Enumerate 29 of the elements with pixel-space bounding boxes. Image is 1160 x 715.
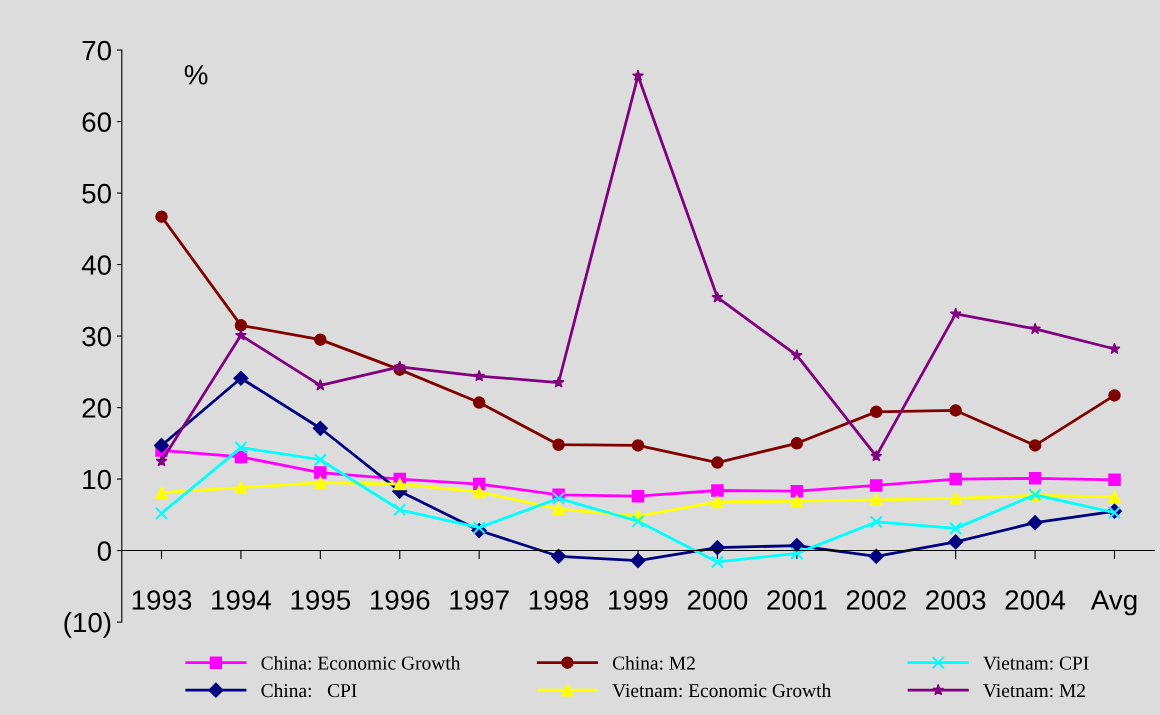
x-tick-label: 1996: [370, 590, 430, 610]
legend-label: China: CPI: [261, 683, 357, 698]
x-tick-label: 1994: [212, 590, 272, 610]
x-tick-label: Avg: [1090, 590, 1137, 616]
y-tick-label: 60: [82, 112, 111, 132]
legend-label: Vietnam: CPI: [983, 656, 1089, 670]
y-tick-label: 10: [83, 469, 111, 490]
y-tick-label: 70: [82, 40, 111, 61]
x-tick-label: 1998: [529, 590, 589, 610]
x-tick-label: 1999: [609, 590, 668, 610]
y-tick-label: 30: [82, 326, 111, 347]
legend-label: Vietnam: M2: [983, 684, 1085, 698]
x-tick-label: 1997: [450, 590, 509, 610]
x-tick-label: 1995: [291, 590, 351, 610]
x-tick-label: 2001: [767, 590, 827, 610]
x-tick-label: 2002: [846, 590, 906, 610]
x-tick-label: 2004: [1005, 590, 1066, 610]
annotation: %: [184, 65, 208, 85]
y-tick-label: 40: [81, 255, 111, 275]
y-tick-label: 20: [82, 398, 111, 418]
x-tick-label: 2000: [687, 590, 748, 610]
legend-label: China: M2: [612, 655, 695, 670]
y-tick-label: 0: [97, 541, 111, 561]
x-tick-label: 1993: [132, 590, 192, 610]
y-tick-label: 50: [82, 183, 111, 204]
x-tick-label: 2003: [926, 590, 986, 610]
y-tick-label: (10): [64, 611, 111, 638]
legend-label: China: Economic Growth: [261, 655, 461, 670]
legend-label: Vietnam: Economic Growth: [612, 683, 832, 698]
